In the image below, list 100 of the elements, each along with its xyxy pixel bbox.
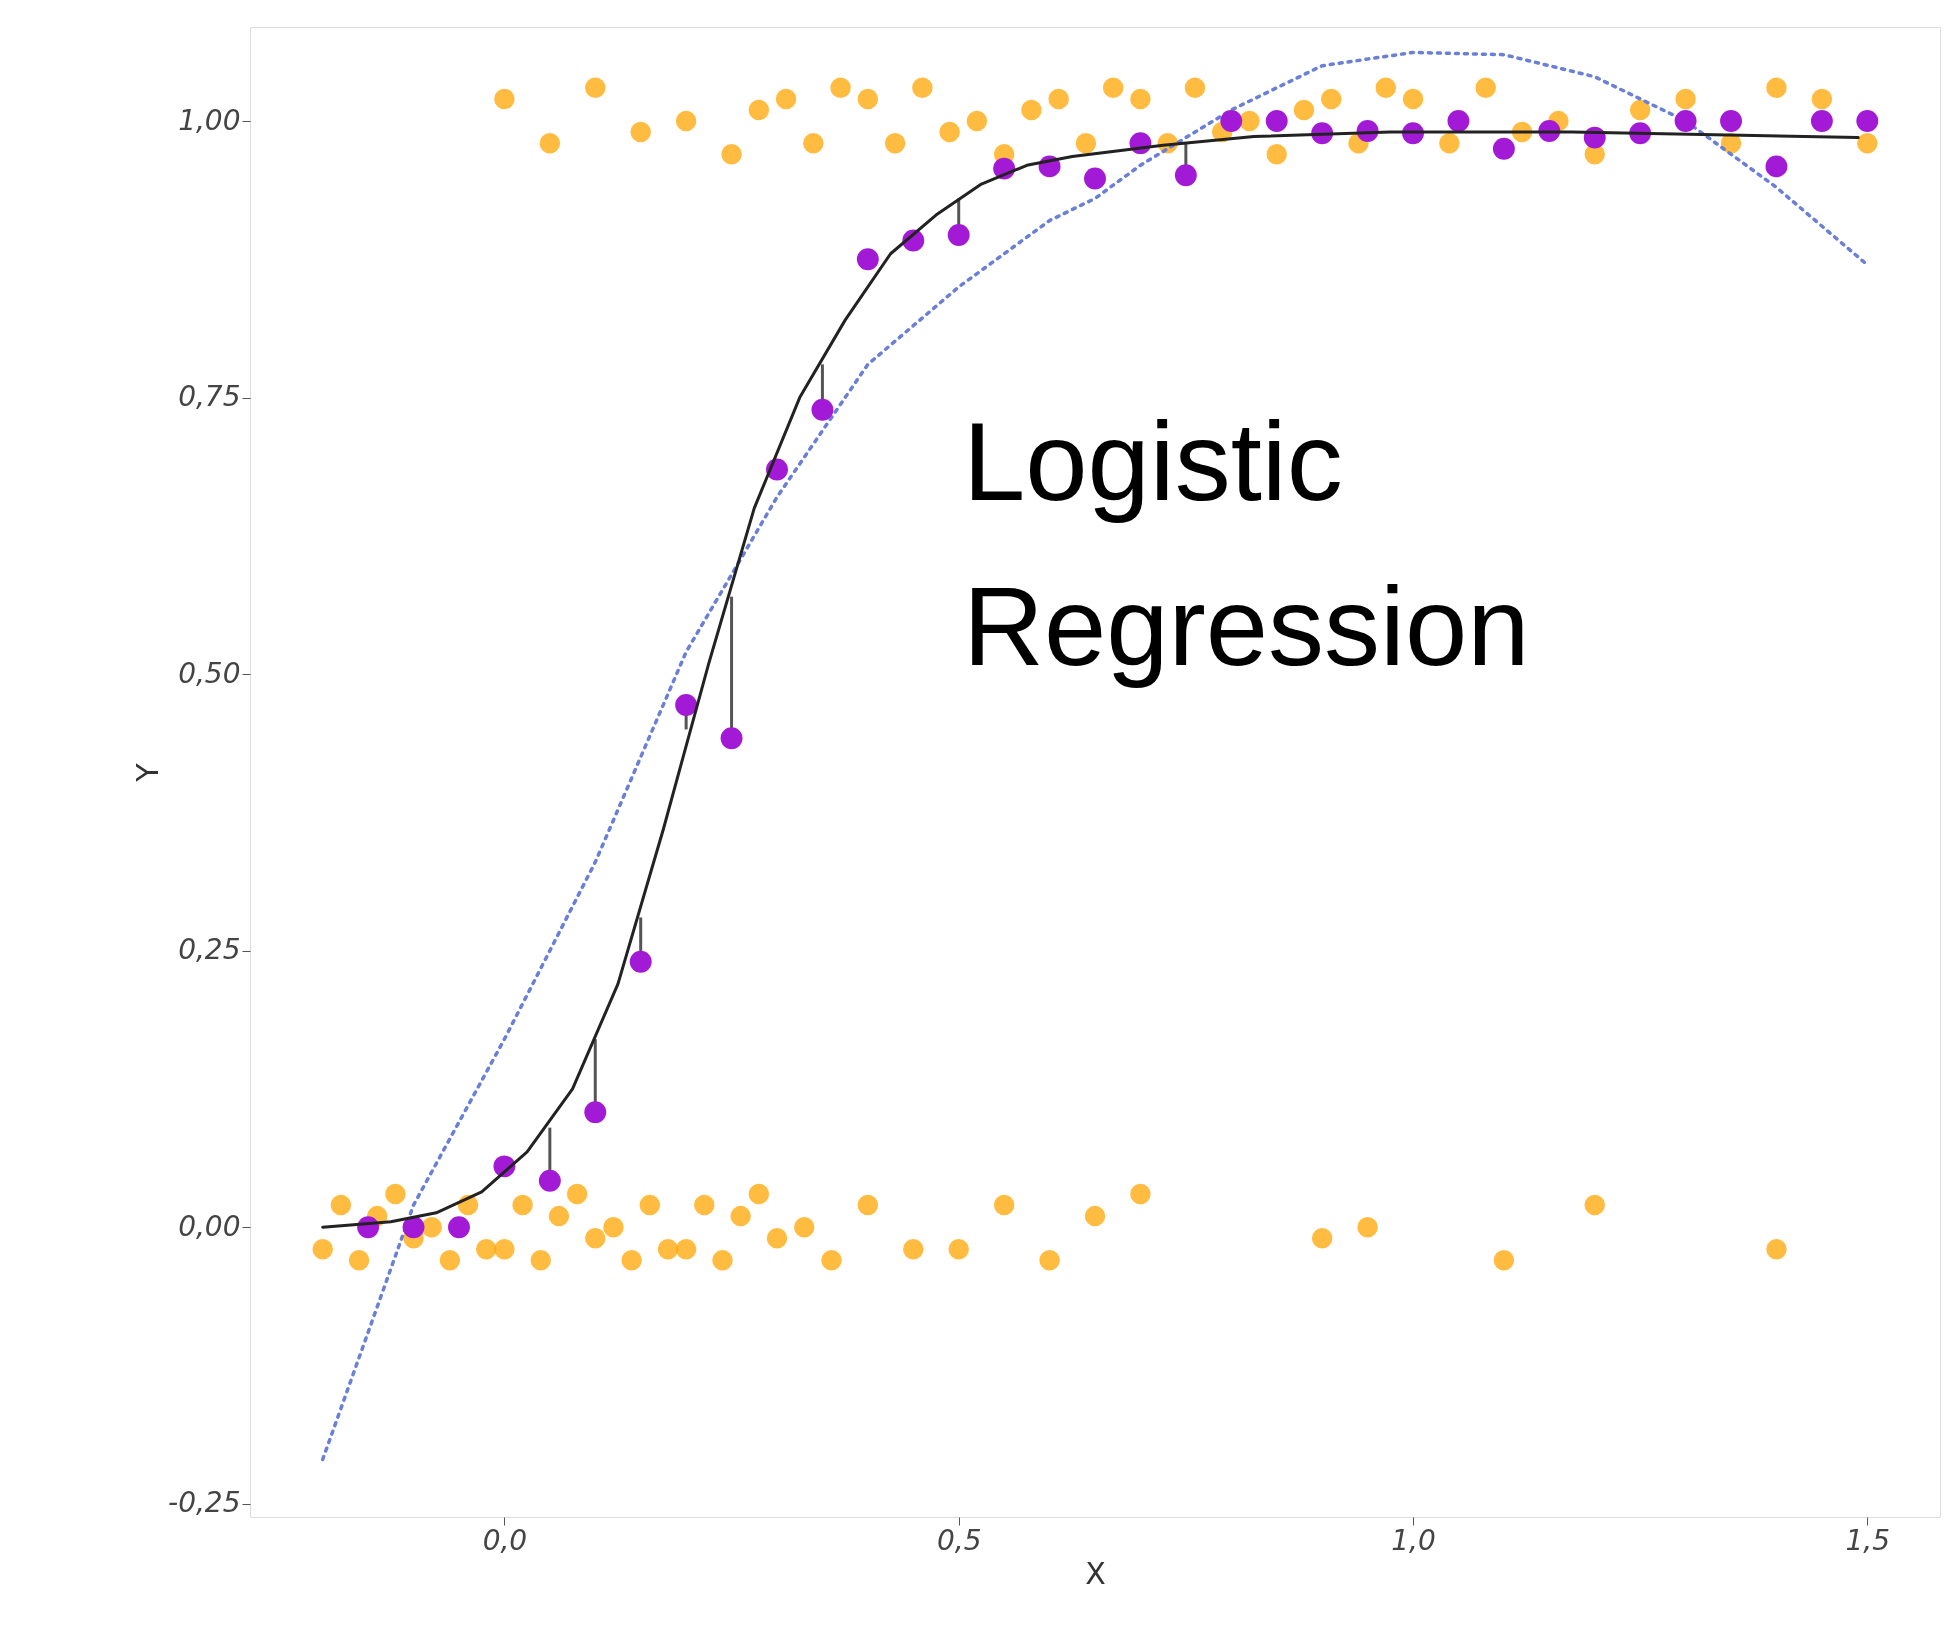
point bbox=[1357, 1216, 1378, 1238]
point bbox=[1810, 110, 1833, 132]
x-tick-label: 1,5 bbox=[1845, 1523, 1891, 1557]
point bbox=[630, 121, 651, 143]
point bbox=[402, 1216, 425, 1239]
point bbox=[1220, 110, 1243, 132]
point bbox=[1311, 1228, 1333, 1249]
point bbox=[585, 77, 606, 99]
point bbox=[884, 132, 906, 154]
point bbox=[1293, 99, 1315, 121]
point bbox=[857, 88, 879, 110]
point bbox=[856, 248, 879, 271]
point bbox=[766, 1228, 788, 1249]
point bbox=[1048, 88, 1069, 110]
point bbox=[1174, 164, 1197, 187]
point bbox=[530, 1250, 551, 1271]
point bbox=[1856, 110, 1879, 132]
point bbox=[821, 1250, 842, 1271]
point bbox=[585, 1228, 606, 1249]
point bbox=[1039, 1250, 1060, 1271]
point bbox=[1102, 77, 1124, 99]
point bbox=[566, 1183, 588, 1205]
point bbox=[1084, 167, 1106, 190]
point bbox=[439, 1250, 461, 1271]
point bbox=[1075, 132, 1097, 154]
point bbox=[675, 110, 697, 132]
point bbox=[675, 694, 698, 717]
point bbox=[1130, 88, 1151, 110]
point bbox=[475, 1239, 497, 1260]
point bbox=[811, 398, 834, 421]
x-tick-label: 0,5 bbox=[936, 1523, 982, 1557]
point bbox=[830, 77, 851, 99]
point bbox=[794, 1216, 815, 1238]
x-axis-title: X bbox=[1085, 1555, 1106, 1591]
point bbox=[639, 1194, 661, 1216]
point bbox=[1766, 1239, 1787, 1260]
point bbox=[721, 143, 742, 165]
point bbox=[657, 1239, 679, 1260]
point bbox=[1765, 155, 1788, 178]
point bbox=[803, 132, 824, 154]
point bbox=[1402, 88, 1424, 110]
point bbox=[730, 1205, 751, 1227]
point bbox=[1265, 110, 1288, 132]
point bbox=[1447, 110, 1470, 132]
point bbox=[903, 1239, 924, 1260]
point bbox=[621, 1250, 642, 1271]
point bbox=[330, 1194, 352, 1216]
point bbox=[584, 1101, 607, 1124]
point bbox=[857, 1194, 879, 1216]
point bbox=[720, 727, 743, 750]
point bbox=[748, 99, 770, 121]
y-tick-label: -0,25 bbox=[168, 1486, 241, 1520]
point bbox=[538, 1169, 561, 1192]
point bbox=[385, 1183, 406, 1205]
point bbox=[1811, 88, 1833, 110]
annotation: Logistic Regression bbox=[963, 399, 1530, 689]
point bbox=[494, 88, 515, 110]
point bbox=[548, 1205, 570, 1227]
point bbox=[1720, 110, 1742, 132]
point bbox=[312, 1239, 333, 1260]
point bbox=[1239, 110, 1260, 132]
point bbox=[494, 1239, 515, 1260]
point bbox=[1320, 88, 1342, 110]
point bbox=[1475, 77, 1496, 99]
y-tick-label: 1,00 bbox=[178, 103, 241, 137]
y-tick-label: 0,50 bbox=[178, 656, 241, 690]
point bbox=[939, 121, 960, 143]
point bbox=[948, 1239, 969, 1260]
point bbox=[448, 1216, 470, 1239]
point bbox=[1375, 77, 1396, 99]
point bbox=[1675, 88, 1696, 110]
point bbox=[1493, 1250, 1515, 1271]
point bbox=[1266, 143, 1287, 165]
point bbox=[712, 1250, 733, 1271]
point bbox=[1084, 1205, 1106, 1227]
point bbox=[348, 1250, 370, 1271]
point bbox=[603, 1216, 624, 1238]
point bbox=[1584, 1194, 1605, 1216]
x-tick-label: 0,0 bbox=[482, 1523, 528, 1557]
point bbox=[912, 77, 933, 99]
point bbox=[539, 132, 561, 154]
point bbox=[1184, 77, 1206, 99]
y-tick-label: 0,75 bbox=[178, 380, 241, 414]
point bbox=[1674, 110, 1697, 132]
y-axis-title: Y bbox=[130, 762, 166, 783]
point bbox=[1766, 77, 1787, 99]
point bbox=[1439, 132, 1460, 154]
point bbox=[694, 1194, 715, 1216]
x-tick-label: 1,0 bbox=[1391, 1523, 1436, 1557]
y-tick-label: 0,00 bbox=[178, 1209, 241, 1243]
point bbox=[1629, 99, 1651, 121]
point bbox=[1492, 137, 1515, 160]
point bbox=[1857, 132, 1878, 154]
point bbox=[947, 224, 970, 246]
y-tick-label: 0,25 bbox=[178, 933, 241, 967]
point bbox=[748, 1183, 770, 1205]
point bbox=[1021, 99, 1042, 121]
point bbox=[1130, 1183, 1151, 1205]
point bbox=[512, 1194, 533, 1216]
point bbox=[629, 950, 652, 973]
